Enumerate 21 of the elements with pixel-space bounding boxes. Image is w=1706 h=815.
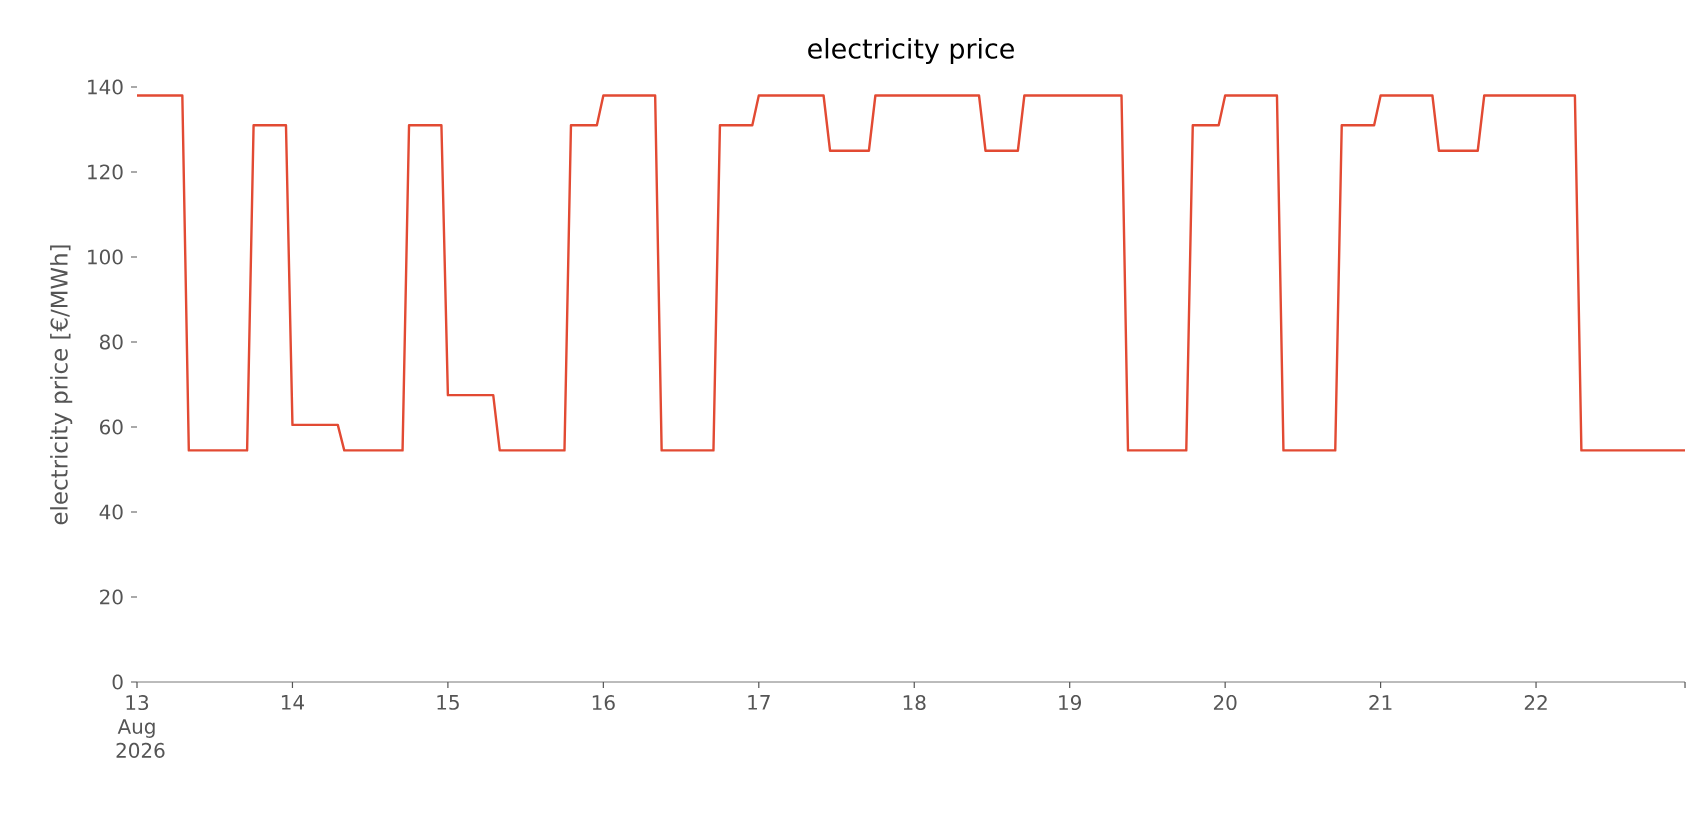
y-tick-label: 100 — [88, 249, 123, 265]
y-tick-label: 40 — [99, 504, 123, 520]
y-tick-label: 120 — [88, 164, 123, 180]
x-tick-label: 21 — [1369, 695, 1392, 710]
x-tick-label: 16 — [592, 695, 615, 711]
x-tick-label: 22 — [1524, 695, 1547, 710]
line-series — [135, 94, 1687, 452]
x-tick-label: 20 — [1213, 695, 1237, 711]
x-tick-label: 19 — [1059, 695, 1081, 711]
x-tick-label: 15 — [437, 695, 459, 710]
y-tick-label: 60 — [100, 419, 123, 435]
x-tick-label: 13 Aug 2026 — [116, 695, 165, 758]
y-axis-title: electricity price [€/MWh] — [50, 245, 73, 525]
x-tick-label: 18 — [903, 695, 926, 711]
y-tick-label: 80 — [99, 334, 123, 350]
chart-title: electricity price — [808, 37, 1014, 64]
y-tick-label: 140 — [88, 79, 123, 95]
y-tick-label: 0 — [112, 674, 123, 690]
y-tick-label: 20 — [100, 589, 123, 605]
x-tick-label: 17 — [748, 695, 770, 710]
x-tick-label: 14 — [281, 695, 305, 710]
